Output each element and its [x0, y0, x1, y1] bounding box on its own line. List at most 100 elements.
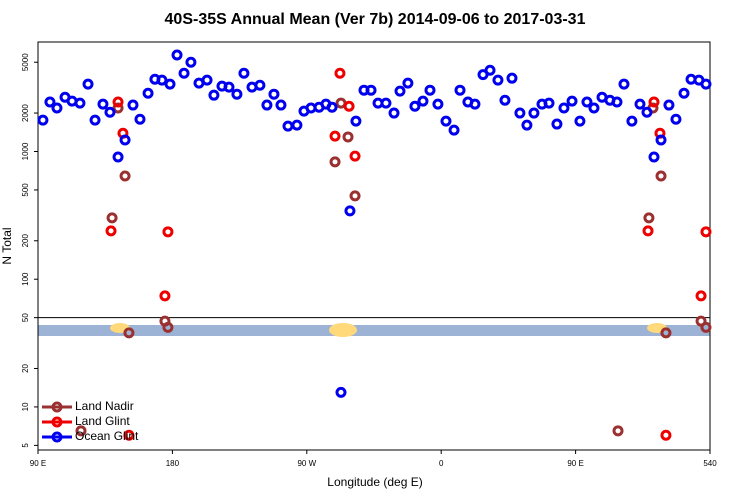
point: [142, 87, 154, 99]
point: [123, 429, 135, 441]
point: [612, 425, 624, 437]
point: [223, 81, 235, 93]
surface-band: [38, 325, 710, 336]
point: [326, 101, 338, 113]
point: [700, 226, 712, 238]
point: [521, 119, 533, 131]
point: [655, 170, 667, 182]
point: [261, 99, 273, 111]
point: [162, 321, 174, 333]
legend-label: Ocean Glint: [75, 429, 139, 443]
point: [506, 72, 518, 84]
point: [365, 84, 377, 96]
point: [335, 386, 347, 398]
point: [329, 156, 341, 168]
point: [156, 74, 168, 86]
y-tick-label: 10: [21, 402, 30, 411]
point: [275, 99, 287, 111]
point: [648, 96, 660, 108]
x-tick-label: 90 W: [297, 459, 316, 468]
point: [51, 102, 63, 114]
y-tick-label: 500: [21, 183, 30, 197]
point: [543, 97, 555, 109]
point: [97, 98, 109, 110]
point: [238, 67, 250, 79]
x-tick-label: 90 E: [30, 459, 46, 468]
legend-marker: [51, 401, 63, 413]
point: [469, 98, 481, 110]
point: [700, 78, 712, 90]
x-axis-label: Longitude (deg E): [327, 475, 422, 489]
y-tick-label: 2000: [21, 104, 30, 122]
point: [254, 79, 266, 91]
point: [588, 102, 600, 114]
point: [112, 96, 124, 108]
point: [185, 56, 197, 68]
point: [484, 64, 496, 76]
point: [349, 150, 361, 162]
point: [643, 212, 655, 224]
point: [106, 212, 118, 224]
point: [660, 429, 672, 441]
point: [514, 107, 526, 119]
point: [208, 89, 220, 101]
point: [82, 78, 94, 90]
point: [119, 170, 131, 182]
point: [611, 96, 623, 108]
point: [123, 327, 135, 339]
point: [695, 290, 707, 302]
point: [171, 49, 183, 61]
point: [432, 98, 444, 110]
y-tick-label: 100: [21, 272, 30, 286]
point: [655, 134, 667, 146]
point: [558, 102, 570, 114]
point: [678, 87, 690, 99]
point: [440, 115, 452, 127]
point: [700, 321, 712, 333]
point: [231, 88, 243, 100]
point: [162, 226, 174, 238]
point: [454, 84, 466, 96]
point: [201, 74, 213, 86]
point: [388, 107, 400, 119]
point: [660, 327, 672, 339]
legend-label: Land Glint: [75, 414, 130, 428]
chart-title: 40S-35S Annual Mean (Ver 7b) 2014-09-06 …: [165, 11, 586, 28]
x-tick-label: 90 E: [567, 459, 583, 468]
point: [417, 95, 429, 107]
point: [344, 205, 356, 217]
point: [342, 131, 354, 143]
point: [394, 85, 406, 97]
point: [75, 425, 87, 437]
point: [159, 290, 171, 302]
point: [448, 124, 460, 136]
point: [626, 115, 638, 127]
point: [112, 151, 124, 163]
point: [642, 225, 654, 237]
y-tick-label: 1000: [21, 142, 30, 160]
x-tick-label: 0: [439, 459, 444, 468]
point: [164, 78, 176, 90]
x-tick-label: 180: [166, 459, 180, 468]
y-tick-label: 200: [21, 234, 30, 248]
legend-marker: [51, 416, 63, 428]
x-tick-label: 540: [703, 459, 717, 468]
point: [127, 99, 139, 111]
point: [424, 84, 436, 96]
land-mark: [329, 323, 357, 337]
point: [350, 115, 362, 127]
point: [634, 98, 646, 110]
point: [574, 115, 586, 127]
point: [329, 130, 341, 142]
point: [74, 97, 86, 109]
y-axis-label: N Total: [0, 227, 14, 264]
y-tick-label: 50: [21, 313, 30, 322]
point: [499, 94, 511, 106]
y-tick-label: 5000: [21, 53, 30, 71]
point: [119, 134, 131, 146]
point: [648, 151, 660, 163]
point: [581, 96, 593, 108]
point: [112, 102, 124, 114]
